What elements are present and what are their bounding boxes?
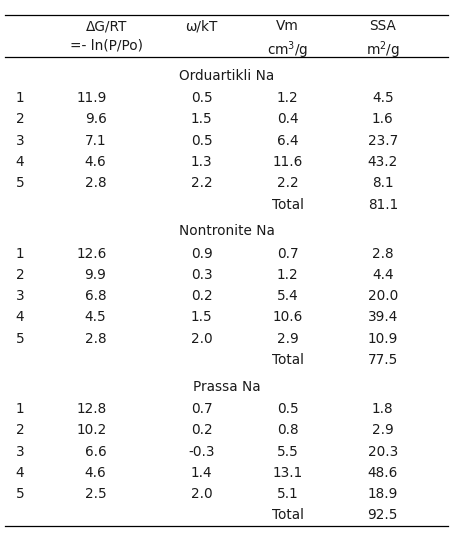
Text: 1: 1 <box>16 402 24 416</box>
Text: 1: 1 <box>16 247 24 260</box>
Text: 2.0: 2.0 <box>191 332 212 346</box>
Text: 4: 4 <box>16 155 24 169</box>
Text: 1.5: 1.5 <box>191 310 212 325</box>
Text: 5.4: 5.4 <box>277 289 299 303</box>
Text: 0.9: 0.9 <box>191 247 212 260</box>
Text: 3: 3 <box>16 289 24 303</box>
Text: 6.6: 6.6 <box>85 445 106 458</box>
Text: Total: Total <box>272 508 304 523</box>
Text: -0.3: -0.3 <box>188 445 215 458</box>
Text: 18.9: 18.9 <box>367 487 398 501</box>
Text: 2.8: 2.8 <box>372 247 394 260</box>
Text: 9.6: 9.6 <box>85 112 106 127</box>
Text: Vm: Vm <box>276 19 299 33</box>
Text: ΔG/RT: ΔG/RT <box>86 19 127 33</box>
Text: 4.6: 4.6 <box>85 155 106 169</box>
Text: 4.5: 4.5 <box>85 310 106 325</box>
Text: 5: 5 <box>16 487 24 501</box>
Text: m$^2$/g: m$^2$/g <box>366 39 400 60</box>
Text: 77.5: 77.5 <box>367 353 398 367</box>
Text: 0.2: 0.2 <box>191 423 212 437</box>
Text: Nontronite Na: Nontronite Na <box>178 224 275 238</box>
Text: 3: 3 <box>16 134 24 148</box>
Text: 12.8: 12.8 <box>76 402 106 416</box>
Text: 13.1: 13.1 <box>273 466 303 480</box>
Text: 2.2: 2.2 <box>191 176 212 190</box>
Text: 0.2: 0.2 <box>191 289 212 303</box>
Text: 39.4: 39.4 <box>367 310 398 325</box>
Text: 1.8: 1.8 <box>372 402 394 416</box>
Text: 5: 5 <box>16 176 24 190</box>
Text: 1.6: 1.6 <box>372 112 394 127</box>
Text: 2.0: 2.0 <box>191 487 212 501</box>
Text: 20.0: 20.0 <box>368 289 398 303</box>
Text: 2.8: 2.8 <box>85 176 106 190</box>
Text: =- ln(P/Po): =- ln(P/Po) <box>70 39 143 53</box>
Text: 4: 4 <box>16 466 24 480</box>
Text: Total: Total <box>272 197 304 212</box>
Text: 1.5: 1.5 <box>191 112 212 127</box>
Text: 3: 3 <box>16 445 24 458</box>
Text: 12.6: 12.6 <box>76 247 106 260</box>
Text: 2.2: 2.2 <box>277 176 299 190</box>
Text: 1.2: 1.2 <box>277 268 299 282</box>
Text: 1.3: 1.3 <box>191 155 212 169</box>
Text: 2.9: 2.9 <box>277 332 299 346</box>
Text: 0.8: 0.8 <box>277 423 299 437</box>
Text: 0.5: 0.5 <box>191 134 212 148</box>
Text: 5.1: 5.1 <box>277 487 299 501</box>
Text: 6.8: 6.8 <box>85 289 106 303</box>
Text: 0.3: 0.3 <box>191 268 212 282</box>
Text: 9.9: 9.9 <box>85 268 106 282</box>
Text: 5: 5 <box>16 332 24 346</box>
Text: 4.5: 4.5 <box>372 91 394 105</box>
Text: 5.5: 5.5 <box>277 445 299 458</box>
Text: 10.6: 10.6 <box>273 310 303 325</box>
Text: 43.2: 43.2 <box>368 155 398 169</box>
Text: 92.5: 92.5 <box>367 508 398 523</box>
Text: 2.9: 2.9 <box>372 423 394 437</box>
Text: 2: 2 <box>16 112 24 127</box>
Text: 0.7: 0.7 <box>191 402 212 416</box>
Text: ω/kT: ω/kT <box>185 19 218 33</box>
Text: 23.7: 23.7 <box>368 134 398 148</box>
Text: 1: 1 <box>16 91 24 105</box>
Text: 20.3: 20.3 <box>368 445 398 458</box>
Text: 81.1: 81.1 <box>368 197 398 212</box>
Text: 11.9: 11.9 <box>76 91 106 105</box>
Text: 10.9: 10.9 <box>367 332 398 346</box>
Text: 0.7: 0.7 <box>277 247 299 260</box>
Text: SSA: SSA <box>369 19 396 33</box>
Text: 4: 4 <box>16 310 24 325</box>
Text: Total: Total <box>272 353 304 367</box>
Text: 2.8: 2.8 <box>85 332 106 346</box>
Text: 0.5: 0.5 <box>277 402 299 416</box>
Text: 4.4: 4.4 <box>372 268 394 282</box>
Text: 2: 2 <box>16 423 24 437</box>
Text: 2.5: 2.5 <box>85 487 106 501</box>
Text: 48.6: 48.6 <box>368 466 398 480</box>
Text: 6.4: 6.4 <box>277 134 299 148</box>
Text: Prassa Na: Prassa Na <box>193 379 260 394</box>
Text: 2: 2 <box>16 268 24 282</box>
Text: 0.5: 0.5 <box>191 91 212 105</box>
Text: Orduartikli Na: Orduartikli Na <box>179 69 274 83</box>
Text: 8.1: 8.1 <box>372 176 394 190</box>
Text: 11.6: 11.6 <box>273 155 303 169</box>
Text: 7.1: 7.1 <box>85 134 106 148</box>
Text: 0.4: 0.4 <box>277 112 299 127</box>
Text: cm$^3$/g: cm$^3$/g <box>267 39 308 60</box>
Text: 1.4: 1.4 <box>191 466 212 480</box>
Text: 10.2: 10.2 <box>76 423 106 437</box>
Text: 4.6: 4.6 <box>85 466 106 480</box>
Text: 1.2: 1.2 <box>277 91 299 105</box>
